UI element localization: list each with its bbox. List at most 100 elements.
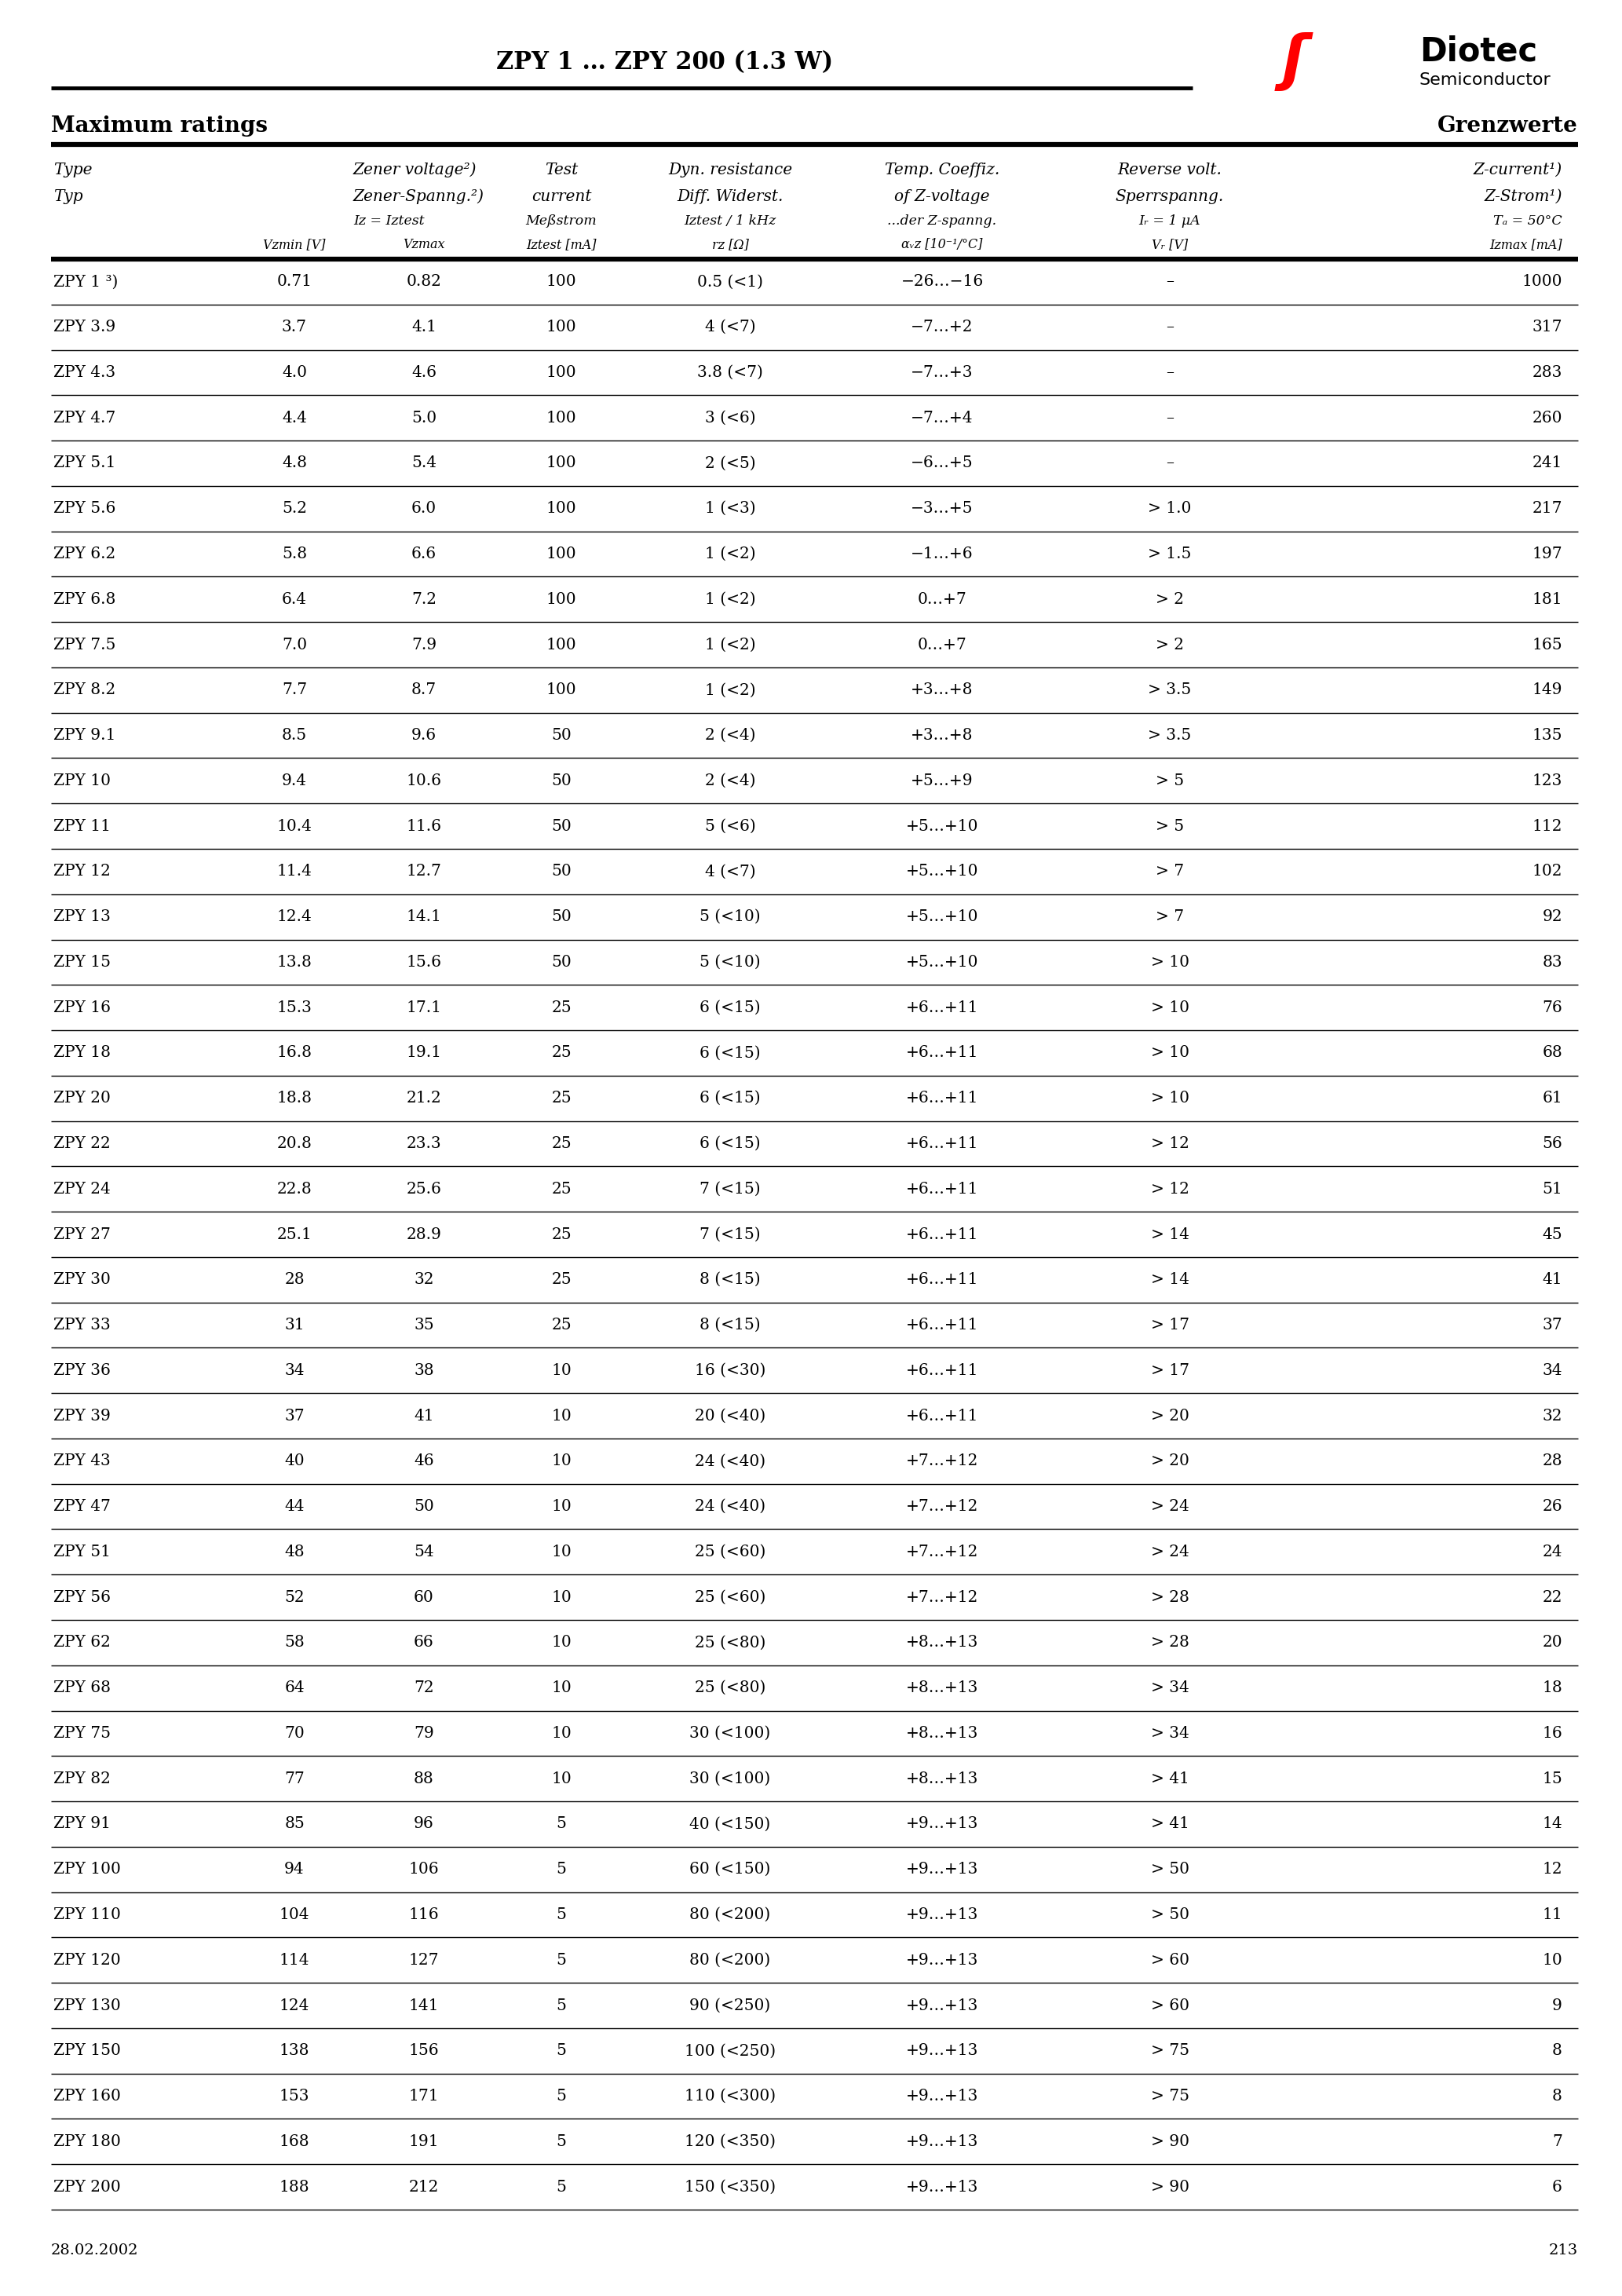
Text: 5.0: 5.0 bbox=[412, 411, 436, 425]
Text: > 5: > 5 bbox=[1155, 820, 1184, 833]
Text: ZPY 7.5: ZPY 7.5 bbox=[54, 638, 115, 652]
Text: 94: 94 bbox=[284, 1862, 305, 1876]
Text: +7…+12: +7…+12 bbox=[905, 1499, 978, 1513]
Text: +5…+10: +5…+10 bbox=[905, 955, 978, 969]
Text: 32: 32 bbox=[414, 1272, 435, 1288]
Text: Z-current¹): Z-current¹) bbox=[1473, 163, 1562, 177]
Text: 12.4: 12.4 bbox=[277, 909, 311, 925]
Text: 50: 50 bbox=[551, 955, 571, 969]
Text: +6…+11: +6…+11 bbox=[905, 1364, 978, 1378]
Text: > 7: > 7 bbox=[1155, 909, 1184, 925]
Text: 5.4: 5.4 bbox=[412, 457, 436, 471]
Text: > 90: > 90 bbox=[1150, 2133, 1189, 2149]
Text: ZPY 27: ZPY 27 bbox=[54, 1226, 110, 1242]
Text: > 12: > 12 bbox=[1150, 1182, 1189, 1196]
Text: > 17: > 17 bbox=[1150, 1318, 1189, 1332]
Text: ZPY 3.9: ZPY 3.9 bbox=[54, 319, 115, 335]
Text: −6…+5: −6…+5 bbox=[912, 457, 973, 471]
Text: Maximum ratings: Maximum ratings bbox=[50, 115, 268, 135]
Text: 181: 181 bbox=[1533, 592, 1562, 606]
Text: 18: 18 bbox=[1543, 1681, 1562, 1694]
Text: Type: Type bbox=[54, 163, 92, 177]
Text: ZPY 13: ZPY 13 bbox=[54, 909, 110, 925]
Text: 25 (<80): 25 (<80) bbox=[694, 1635, 766, 1651]
Text: > 10: > 10 bbox=[1150, 1045, 1189, 1061]
Text: 6.0: 6.0 bbox=[412, 501, 436, 517]
Text: > 14: > 14 bbox=[1150, 1226, 1189, 1242]
Text: 6 (<15): 6 (<15) bbox=[699, 1091, 761, 1107]
Text: 44: 44 bbox=[284, 1499, 305, 1513]
Text: 25: 25 bbox=[551, 1137, 571, 1150]
Text: 9: 9 bbox=[1552, 1998, 1562, 2014]
Text: 2 (<4): 2 (<4) bbox=[706, 774, 756, 788]
Text: ZPY 150: ZPY 150 bbox=[54, 2043, 120, 2057]
Text: 10: 10 bbox=[551, 1407, 571, 1424]
Text: > 60: > 60 bbox=[1150, 1998, 1189, 2014]
Text: 48: 48 bbox=[284, 1545, 305, 1559]
Text: 100: 100 bbox=[547, 273, 576, 289]
Text: ZPY 36: ZPY 36 bbox=[54, 1364, 110, 1378]
Text: 17.1: 17.1 bbox=[406, 1001, 441, 1015]
Text: 0…+7: 0…+7 bbox=[918, 638, 967, 652]
Text: 20 (<40): 20 (<40) bbox=[694, 1407, 766, 1424]
Text: 213: 213 bbox=[1549, 2243, 1578, 2257]
Text: +9…+13: +9…+13 bbox=[905, 2089, 978, 2103]
Text: Vᵣ [V]: Vᵣ [V] bbox=[1152, 239, 1187, 253]
Text: 40: 40 bbox=[284, 1453, 305, 1469]
Text: 4.6: 4.6 bbox=[412, 365, 436, 379]
Text: 25: 25 bbox=[551, 1226, 571, 1242]
Text: 100: 100 bbox=[547, 501, 576, 517]
Text: 10: 10 bbox=[1543, 1952, 1562, 1968]
Text: > 50: > 50 bbox=[1150, 1908, 1189, 1922]
Text: > 10: > 10 bbox=[1150, 1091, 1189, 1107]
Text: +6…+11: +6…+11 bbox=[905, 1272, 978, 1288]
Text: > 75: > 75 bbox=[1150, 2043, 1189, 2057]
Text: > 3.5: > 3.5 bbox=[1148, 682, 1192, 698]
Text: ʃ: ʃ bbox=[1281, 32, 1307, 92]
Text: 1000: 1000 bbox=[1521, 273, 1562, 289]
Text: 7.9: 7.9 bbox=[412, 638, 436, 652]
Text: 38: 38 bbox=[414, 1364, 435, 1378]
Text: ZPY 6.2: ZPY 6.2 bbox=[54, 546, 115, 563]
Text: of Z-voltage: of Z-voltage bbox=[894, 188, 989, 204]
Text: +9…+13: +9…+13 bbox=[905, 1908, 978, 1922]
Text: 20: 20 bbox=[1543, 1635, 1562, 1651]
Text: 102: 102 bbox=[1533, 863, 1562, 879]
Text: +9…+13: +9…+13 bbox=[905, 2133, 978, 2149]
Text: +8…+13: +8…+13 bbox=[905, 1635, 978, 1651]
Text: Grenzwerte: Grenzwerte bbox=[1437, 115, 1578, 135]
Text: 25: 25 bbox=[551, 1182, 571, 1196]
Text: ZPY 5.1: ZPY 5.1 bbox=[54, 457, 115, 471]
Text: > 2: > 2 bbox=[1155, 638, 1184, 652]
Text: 5: 5 bbox=[556, 2133, 566, 2149]
Text: 15.6: 15.6 bbox=[406, 955, 441, 969]
Text: 1 (<2): 1 (<2) bbox=[706, 638, 756, 652]
Text: −26…−16: −26…−16 bbox=[900, 273, 983, 289]
Text: 90 (<250): 90 (<250) bbox=[689, 1998, 770, 2014]
Text: 127: 127 bbox=[409, 1952, 440, 1968]
Text: +6…+11: +6…+11 bbox=[905, 1182, 978, 1196]
Text: +6…+11: +6…+11 bbox=[905, 1091, 978, 1107]
Text: 100: 100 bbox=[547, 682, 576, 698]
Text: αᵥᴢ [10⁻¹/°C]: αᵥᴢ [10⁻¹/°C] bbox=[902, 239, 983, 253]
Text: 1 (<2): 1 (<2) bbox=[706, 682, 756, 698]
Text: ...der Z-spanng.: ...der Z-spanng. bbox=[887, 216, 998, 227]
Text: 80 (<200): 80 (<200) bbox=[689, 1952, 770, 1968]
Text: 4.8: 4.8 bbox=[282, 457, 307, 471]
Text: −1…+6: −1…+6 bbox=[912, 546, 973, 563]
Text: 171: 171 bbox=[409, 2089, 440, 2103]
Text: 10: 10 bbox=[551, 1364, 571, 1378]
Text: 7.7: 7.7 bbox=[282, 682, 307, 698]
Text: 46: 46 bbox=[414, 1453, 435, 1469]
Text: > 34: > 34 bbox=[1150, 1681, 1189, 1694]
Text: +8…+13: +8…+13 bbox=[905, 1770, 978, 1786]
Text: 51: 51 bbox=[1543, 1182, 1562, 1196]
Text: 100: 100 bbox=[547, 546, 576, 563]
Text: > 34: > 34 bbox=[1150, 1727, 1189, 1740]
Text: 260: 260 bbox=[1533, 411, 1562, 425]
Text: 14: 14 bbox=[1543, 1816, 1562, 1832]
Text: +9…+13: +9…+13 bbox=[905, 1816, 978, 1832]
Text: > 60: > 60 bbox=[1150, 1952, 1189, 1968]
Text: 112: 112 bbox=[1533, 820, 1562, 833]
Text: 5: 5 bbox=[556, 1862, 566, 1876]
